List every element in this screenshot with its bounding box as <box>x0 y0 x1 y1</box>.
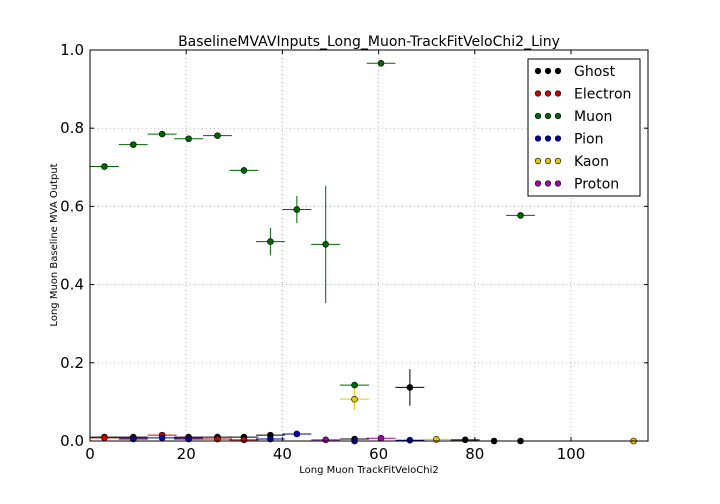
x-tick-label-2: 40 <box>273 445 292 463</box>
x-tick-label-0: 0 <box>85 445 95 463</box>
legend-box <box>527 58 641 197</box>
x-tick-label-5: 100 <box>557 445 586 463</box>
muon-point-3 <box>185 135 192 143</box>
legend: Ghost Electron Muon Pion Kaon Proton <box>527 58 641 197</box>
plot-frame <box>89 49 649 442</box>
proton-point-1 <box>377 434 385 442</box>
pion-point-1 <box>158 434 166 442</box>
muon-point-11 <box>517 212 524 219</box>
legend-marker-ghost-1 <box>544 67 552 75</box>
legend-marker-electron-0 <box>534 90 542 97</box>
y-tick-label-0: 0.0 <box>60 432 84 450</box>
legend-marker-proton-1 <box>544 180 552 187</box>
legend-label-electron: Electron <box>574 87 631 103</box>
legend-marker-kaon-2 <box>554 157 562 165</box>
muon-point-2 <box>158 130 166 138</box>
muon-point-6 <box>267 238 274 245</box>
muon-point-7 <box>293 206 301 213</box>
electron-point-5 <box>240 436 248 444</box>
y-tick-label-3: 0.6 <box>60 197 84 215</box>
legend-label-pion: Pion <box>574 132 603 148</box>
y-axis-label: Long Muon Baseline MVA Output <box>49 163 60 326</box>
x-tick-label-4: 80 <box>465 445 484 463</box>
pion-point-6 <box>406 436 414 444</box>
legend-marker-pion-0 <box>534 135 542 142</box>
legend-label-kaon: Kaon <box>574 154 609 170</box>
legend-label-muon: Muon <box>574 109 612 125</box>
legend-marker-electron-2 <box>554 90 562 97</box>
electron-point-0 <box>101 434 108 442</box>
legend-marker-pion-2 <box>554 135 562 142</box>
legend-marker-muon-2 <box>554 112 562 120</box>
legend-marker-muon-0 <box>534 112 542 120</box>
legend-marker-pion-1 <box>544 135 552 142</box>
muon-point-10 <box>377 59 385 67</box>
muon-point-4 <box>214 132 221 139</box>
legend-marker-proton-2 <box>554 180 562 187</box>
legend-label-proton: Proton <box>574 177 619 193</box>
legend-label-ghost: Ghost <box>574 64 616 80</box>
legend-marker-ghost-0 <box>534 67 542 75</box>
legend-marker-electron-1 <box>544 90 552 97</box>
y-tick-label-2: 0.4 <box>60 276 84 294</box>
y-tick-label-5: 1.0 <box>60 41 84 59</box>
y-tick-label-4: 0.8 <box>60 119 84 137</box>
legend-marker-kaon-0 <box>534 157 542 165</box>
kaon-point-1 <box>433 436 440 443</box>
legend-marker-muon-1 <box>544 112 552 120</box>
chart-title: BaselineMVAVInputs_Long_Muon-TrackFitVel… <box>178 34 560 50</box>
pion-point-4 <box>293 430 301 438</box>
y-tick-label-1: 0.2 <box>60 354 84 372</box>
ghost-point-7 <box>406 384 414 391</box>
muon-point-1 <box>129 141 137 148</box>
tick-layer: 0 20 40 60 80 100 0.0 0.2 0.4 0.6 0.8 1.0 <box>60 41 648 463</box>
proton-point-0 <box>322 436 330 444</box>
muon-point-8 <box>322 241 330 248</box>
legend-marker-kaon-1 <box>544 157 552 165</box>
x-axis-label: Long Muon TrackFitVeloChi2 <box>299 465 438 476</box>
muon-point-9 <box>351 381 358 389</box>
legend-marker-proton-0 <box>534 180 542 187</box>
x-tick-label-1: 20 <box>177 445 196 463</box>
muon-point-0 <box>101 163 108 170</box>
muon-point-5 <box>240 167 248 174</box>
legend-marker-ghost-2 <box>554 67 562 75</box>
x-tick-label-3: 60 <box>369 445 388 463</box>
ghost-point-8 <box>461 436 469 444</box>
kaon-point-0 <box>351 395 358 403</box>
